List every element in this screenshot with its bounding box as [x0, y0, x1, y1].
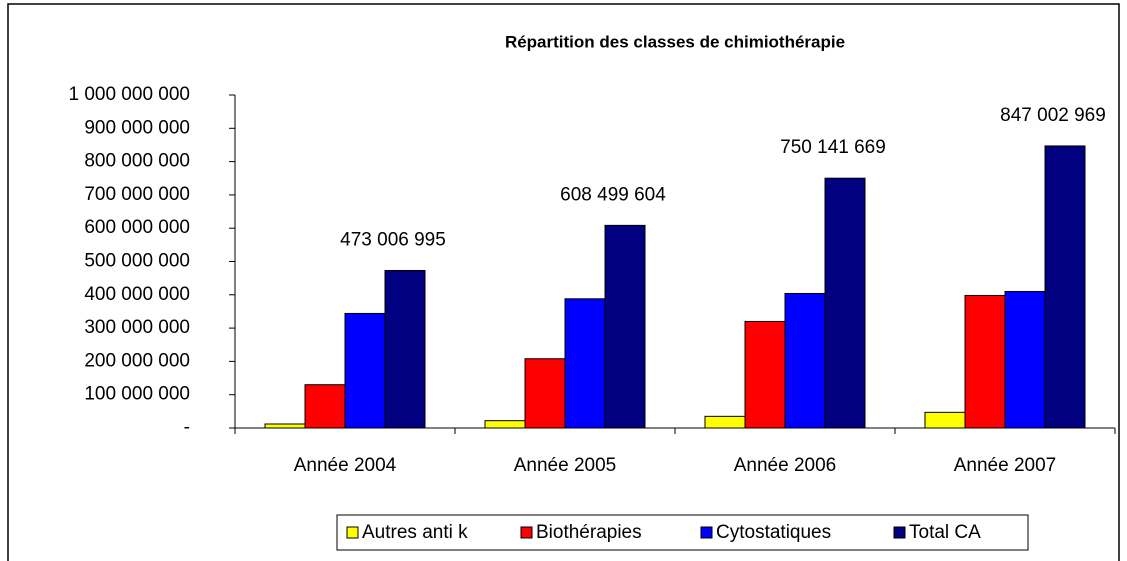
- x-tick-label: Année 2007: [954, 455, 1057, 476]
- bar: [484, 420, 526, 429]
- legend-label: Total CA: [909, 522, 981, 543]
- x-tick-label: Année 2005: [514, 455, 617, 476]
- chart-frame: [7, 3, 1120, 561]
- bar: [264, 423, 306, 429]
- y-tick-label: 600 000 000: [84, 217, 190, 238]
- bar: [384, 269, 426, 429]
- y-tick-label: 400 000 000: [84, 284, 190, 305]
- bar: [924, 411, 966, 429]
- y-tick-label: 100 000 000: [84, 384, 190, 405]
- legend-swatch: [520, 526, 533, 539]
- value-label: 847 002 969: [1000, 105, 1106, 126]
- bar: [564, 298, 606, 429]
- x-tick-label: Année 2006: [734, 455, 837, 476]
- y-tick-label: -: [184, 417, 190, 438]
- y-tick-label: 300 000 000: [84, 317, 190, 338]
- y-tick-label: 500 000 000: [84, 251, 190, 272]
- bar: [824, 177, 866, 429]
- bar: [704, 415, 746, 429]
- legend-label: Autres anti k: [362, 522, 468, 543]
- legend-box: [336, 514, 1029, 551]
- value-label: 750 141 669: [780, 137, 886, 158]
- bar: [344, 312, 386, 429]
- x-tick-label: Année 2004: [294, 455, 397, 476]
- legend-swatch: [893, 526, 906, 539]
- y-tick-label: 1 000 000 000: [68, 84, 190, 105]
- legend-label: Biothérapies: [536, 522, 642, 543]
- bar: [744, 320, 786, 429]
- legend-label: Cytostatiques: [716, 522, 831, 543]
- bar: [304, 384, 346, 429]
- bar: [604, 224, 646, 429]
- bar: [964, 294, 1006, 429]
- legend-swatch: [700, 526, 713, 539]
- bar: [784, 292, 826, 429]
- chart-title: Répartition des classes de chimiothérapi…: [505, 32, 845, 51]
- bar: [1004, 290, 1046, 429]
- bar: [524, 358, 566, 429]
- bar: [1044, 145, 1086, 429]
- y-tick-label: 800 000 000: [84, 151, 190, 172]
- y-tick-label: 700 000 000: [84, 184, 190, 205]
- value-label: 608 499 604: [560, 184, 666, 205]
- value-label: 473 006 995: [340, 230, 446, 251]
- legend-swatch: [346, 526, 359, 539]
- y-tick-label: 900 000 000: [84, 117, 190, 138]
- y-tick-label: 200 000 000: [84, 350, 190, 371]
